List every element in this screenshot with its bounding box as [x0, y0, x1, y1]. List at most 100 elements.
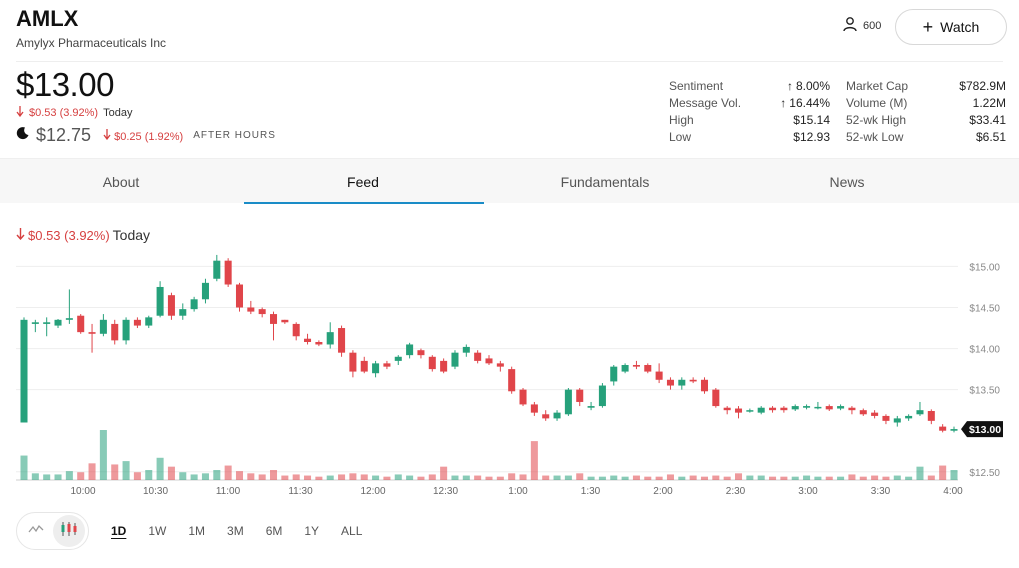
candle-body [304, 338, 312, 342]
volume-bar [871, 475, 879, 480]
stat-value: ↑ 16.44% [780, 96, 830, 110]
range-1y[interactable]: 1Y [304, 524, 320, 538]
candle-body [474, 352, 482, 361]
candle-body [576, 389, 584, 402]
stats-right: Market Cap $782.9M Volume (M) 1.22M 52-w… [846, 78, 1006, 146]
range-all[interactable]: ALL [341, 524, 363, 538]
candle-body [587, 406, 595, 408]
candle-body [31, 322, 39, 324]
volume-bar [859, 476, 867, 480]
candle-body [519, 389, 527, 405]
volume-bar [235, 471, 244, 480]
candle-body [224, 260, 232, 285]
range-1w[interactable]: 1W [148, 524, 167, 538]
followers-count[interactable]: 600 [842, 16, 881, 35]
after-hours: $12.75 $0.25 (1.92%) AFTER HOURS [16, 125, 276, 146]
candle-body [678, 379, 686, 386]
x-tick-label: 4:00 [943, 486, 963, 497]
candle-body [485, 358, 493, 364]
volume-bar [519, 474, 527, 480]
divider [16, 61, 1003, 62]
candle-body [145, 317, 153, 326]
volume-bar [553, 475, 561, 480]
stat-row: Sentiment ↑ 8.00% [669, 78, 830, 95]
volume-bar [349, 473, 357, 480]
user-icon [842, 16, 858, 35]
volume-bar [474, 475, 482, 480]
candle-body [712, 389, 720, 407]
volume-bar [564, 475, 572, 480]
candle-body [666, 379, 674, 386]
volume-bar [576, 473, 584, 480]
stat-row: Market Cap $782.9M [846, 78, 1006, 95]
candle-body [927, 411, 935, 421]
candle-body [746, 410, 754, 412]
candle-body [723, 407, 731, 411]
moon-icon [16, 126, 30, 145]
volume-bar [213, 470, 221, 480]
range-1d[interactable]: 1D [111, 524, 127, 538]
last-price-label: $13.00 [969, 424, 1001, 436]
volume-bar [20, 455, 28, 480]
volume-bar [780, 476, 788, 480]
volume-bar [598, 476, 606, 480]
candle-body [496, 363, 504, 367]
volume-bar [689, 475, 697, 480]
candle-body [417, 350, 425, 356]
candle-body [111, 323, 119, 341]
candle-body [757, 407, 765, 413]
candle-body [99, 319, 107, 334]
volume-bar [43, 474, 51, 480]
range-3m[interactable]: 3M [227, 524, 244, 538]
stat-value: $12.93 [793, 130, 830, 144]
tab-fundamentals[interactable]: Fundamentals [560, 173, 650, 190]
volume-bar [201, 473, 209, 480]
candle-body [769, 407, 777, 411]
candle-body [201, 282, 209, 300]
stat-label: Message Vol. [669, 96, 742, 110]
candle-body [689, 379, 697, 382]
candle-body [848, 407, 856, 411]
candle-body [950, 429, 958, 431]
tab-news[interactable]: News [829, 173, 865, 190]
x-tick-label: 2:30 [726, 486, 746, 497]
line-chart-button[interactable] [20, 515, 53, 547]
stat-value: $15.14 [793, 113, 830, 127]
candle-body [791, 406, 799, 410]
price-chart[interactable]: $15.00 $14.50 $14.00 $13.50 $12.50 10:00 10:30… [0, 250, 1019, 500]
candlestick-chart-button[interactable] [52, 515, 85, 547]
candle-body [803, 406, 811, 408]
candle-body [734, 408, 743, 413]
chart-change-value: $0.53 (3.92%) [28, 227, 110, 243]
range-6m[interactable]: 6M [265, 524, 283, 538]
daily-change-period: Today [103, 107, 133, 119]
volume-bar [927, 475, 935, 480]
plus-icon: + [922, 17, 934, 37]
x-tick-label: 11:30 [288, 486, 313, 497]
volume-bar [224, 465, 232, 480]
candle-body [43, 322, 51, 324]
arrow-down-icon [16, 227, 25, 243]
candle-body [190, 299, 198, 310]
stat-label: High [669, 113, 694, 127]
watch-button[interactable]: + Watch [895, 9, 1007, 45]
daily-change-value: $0.53 (3.92%) [29, 107, 99, 119]
candle-body [383, 363, 391, 367]
volume-bar [167, 466, 175, 480]
volume-bar [496, 476, 504, 480]
range-1m[interactable]: 1M [188, 524, 206, 538]
candlestick-icon [60, 521, 78, 542]
volume-bar [292, 474, 300, 480]
candle-body [440, 360, 448, 372]
candle-body [133, 319, 141, 326]
x-tick-label: 12:30 [433, 486, 458, 497]
volume-bar [440, 466, 448, 480]
tab-feed[interactable]: Feed [242, 159, 484, 204]
arrow-down-icon [103, 128, 114, 143]
tab-about[interactable]: About [102, 173, 140, 190]
volume-bar [31, 473, 39, 480]
volume-bar [383, 476, 391, 480]
candle-body [258, 309, 266, 315]
volume-bar [428, 474, 436, 480]
volume-bar [111, 464, 119, 480]
